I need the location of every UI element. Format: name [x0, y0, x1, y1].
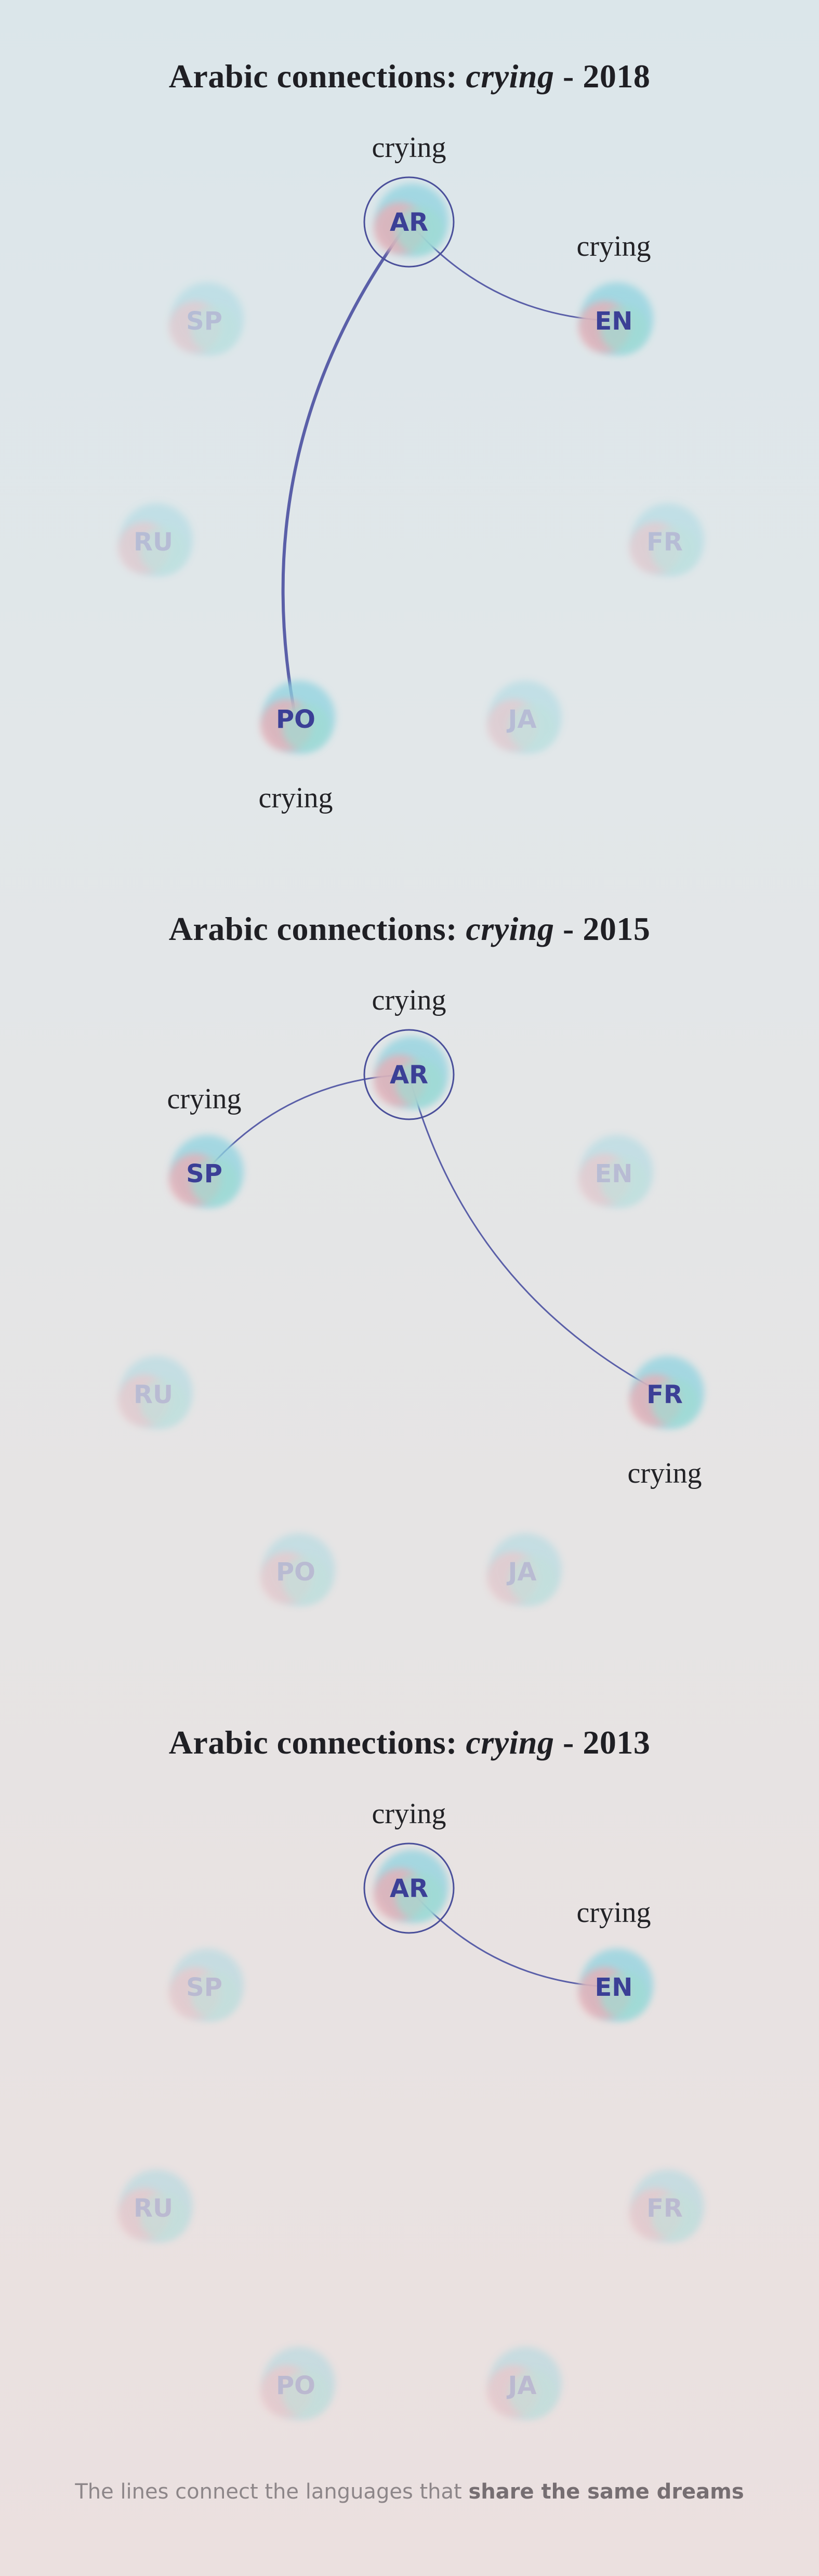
node-ring	[363, 176, 455, 268]
language-node-en: EN	[578, 1135, 653, 1208]
language-node-en: EN	[578, 1949, 653, 2021]
node-code-label: SP	[186, 1973, 222, 2002]
node-blob	[600, 305, 648, 353]
footer-caption: The lines connect the languages that sha…	[0, 2480, 819, 2504]
node-code-label: EN	[595, 307, 633, 336]
language-node-po: PO	[260, 681, 335, 753]
node-code-label: JA	[506, 1558, 536, 1587]
node-blob	[282, 2370, 330, 2417]
node-word-label: crying	[576, 230, 651, 263]
node-code-label: FR	[646, 1380, 683, 1409]
network-diagram: AR crying EN crying SP RU FR PO JA	[118, 1798, 704, 2420]
language-node-fr: FR	[629, 1356, 704, 1429]
language-node-ru: RU	[118, 1356, 193, 1429]
panel-title: Arabic connections: crying - 2013	[0, 1723, 819, 1762]
panel-title-word: crying	[466, 910, 554, 947]
footer-emphasis: share the same dreams	[468, 2480, 744, 2504]
node-blob	[651, 526, 699, 574]
panel-title-prefix: Arabic connections:	[168, 910, 466, 947]
panel-title-word: crying	[466, 58, 554, 95]
panel-title-word: crying	[466, 1724, 554, 1761]
language-node-fr: FR	[629, 2169, 704, 2242]
language-node-ja: JA	[487, 1533, 562, 1606]
language-node-po: PO	[260, 2347, 335, 2420]
connection-panel: Arabic connections: crying - 2015 AR cryin…	[0, 853, 819, 1705]
node-blob	[651, 2192, 699, 2240]
connection-line-ar-fr	[408, 1074, 666, 1395]
node-blob	[600, 1971, 648, 2019]
node-blob	[140, 526, 188, 574]
node-word-label: crying	[576, 1897, 651, 1929]
language-node-ja: JA	[487, 681, 562, 753]
node-blob	[509, 703, 557, 751]
node-blob	[651, 1379, 699, 1427]
node-code-label: AR	[390, 1874, 428, 1903]
panel-title-year: - 2013	[554, 1724, 651, 1761]
node-word-label: crying	[167, 1083, 241, 1115]
language-node-po: PO	[260, 1533, 335, 1606]
node-blob	[191, 1158, 239, 1206]
node-blob	[191, 1971, 239, 2019]
panel-title-prefix: Arabic connections:	[168, 58, 466, 95]
node-code-label: AR	[390, 1061, 428, 1090]
connection-line-ar-po	[281, 220, 411, 721]
language-node-ja: JA	[487, 2347, 562, 2420]
node-word-label: crying	[627, 1457, 702, 1489]
language-node-ru: RU	[118, 503, 193, 576]
panel-title: Arabic connections: crying - 2015	[0, 910, 819, 948]
node-blob	[600, 1158, 648, 1206]
connection-panel: Arabic connections: crying - 2013 AR cryin…	[0, 1666, 819, 2519]
node-ring	[363, 1029, 455, 1120]
panel-title: Arabic connections: crying - 2018	[0, 57, 819, 96]
network-diagram: AR crying EN crying SP RU FR PO crying JA	[118, 132, 704, 814]
node-word-label: crying	[258, 782, 333, 814]
node-blob	[282, 703, 330, 751]
language-node-sp: SP	[169, 1135, 244, 1208]
language-node-ru: RU	[118, 2169, 193, 2242]
language-node-en: EN	[578, 282, 653, 355]
node-code-label: JA	[506, 2371, 536, 2400]
panel-title-prefix: Arabic connections:	[168, 1724, 466, 1761]
node-code-label: SP	[186, 1159, 222, 1188]
node-code-label: PO	[276, 705, 315, 734]
language-node-fr: FR	[629, 503, 704, 576]
node-code-label: SP	[186, 307, 222, 336]
node-blob	[140, 1379, 188, 1427]
node-code-label: RU	[134, 1380, 173, 1409]
panel-title-year: - 2018	[554, 58, 651, 95]
node-blob	[395, 1873, 443, 1920]
node-blob	[282, 1556, 330, 1604]
node-word-label: crying	[372, 1798, 446, 1830]
node-blob	[140, 2192, 188, 2240]
node-code-label: AR	[390, 208, 428, 237]
language-node-ar: AR	[363, 1842, 455, 1934]
node-code-label: RU	[134, 2194, 173, 2223]
panel-title-year: - 2015	[554, 910, 651, 947]
node-word-label: crying	[372, 132, 446, 164]
node-code-label: FR	[646, 528, 683, 557]
node-code-label: JA	[506, 705, 536, 734]
connection-panel: Arabic connections: crying - 2018 AR cryin…	[0, 0, 819, 853]
node-ring	[363, 1842, 455, 1934]
node-code-label: EN	[595, 1159, 633, 1188]
language-node-sp: SP	[169, 282, 244, 355]
footer-text: The lines connect the languages that	[75, 2480, 469, 2504]
node-blob	[395, 206, 443, 254]
language-node-ar: AR	[363, 1029, 455, 1120]
node-blob	[509, 1556, 557, 1604]
node-code-label: EN	[595, 1973, 633, 2002]
node-word-label: crying	[372, 984, 446, 1016]
node-blob	[509, 2370, 557, 2417]
language-node-sp: SP	[169, 1949, 244, 2021]
node-code-label: PO	[276, 2371, 315, 2400]
node-blob	[191, 305, 239, 353]
node-code-label: FR	[646, 2194, 683, 2223]
node-blob	[395, 1059, 443, 1107]
node-code-label: RU	[134, 528, 173, 557]
node-code-label: PO	[276, 1558, 315, 1587]
language-node-ar: AR	[363, 176, 455, 268]
network-diagram: AR crying EN SP crying RU FR crying PO JA	[118, 984, 704, 1606]
